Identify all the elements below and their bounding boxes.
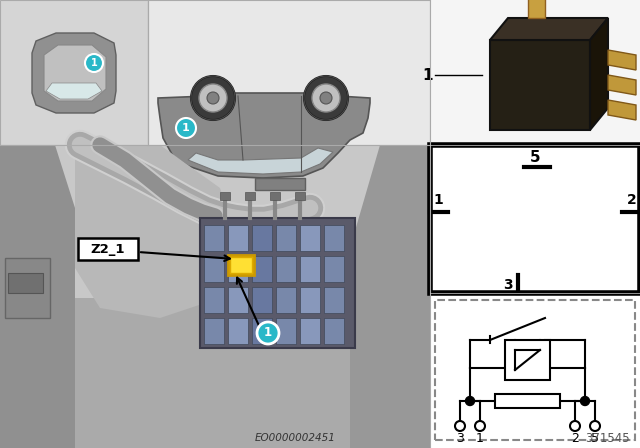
Text: 2: 2 <box>627 193 637 207</box>
Circle shape <box>320 92 332 104</box>
Circle shape <box>191 76 235 120</box>
Bar <box>148 0 430 145</box>
Text: 1: 1 <box>91 58 97 68</box>
Bar <box>324 287 344 313</box>
Bar <box>430 0 640 145</box>
Bar <box>228 287 248 313</box>
Bar <box>204 225 224 251</box>
Bar <box>490 40 590 130</box>
Bar <box>228 255 254 275</box>
Circle shape <box>85 54 103 72</box>
Text: 1: 1 <box>422 68 433 82</box>
Text: Z2_1: Z2_1 <box>91 242 125 255</box>
Bar <box>270 192 280 200</box>
Bar <box>228 256 248 282</box>
Circle shape <box>199 84 227 112</box>
Polygon shape <box>75 145 240 318</box>
Bar <box>204 256 224 282</box>
Bar <box>220 192 230 200</box>
Bar <box>300 318 320 344</box>
Bar <box>252 256 272 282</box>
Bar <box>276 318 296 344</box>
Bar <box>300 225 320 251</box>
Bar <box>0 0 148 145</box>
Bar <box>78 238 138 260</box>
Bar <box>230 257 252 273</box>
Circle shape <box>312 84 340 112</box>
Bar <box>295 192 305 200</box>
Polygon shape <box>608 50 636 70</box>
Bar <box>300 256 320 282</box>
Circle shape <box>590 421 600 431</box>
Text: 3: 3 <box>456 431 464 444</box>
Bar <box>0 145 430 298</box>
Polygon shape <box>158 93 370 178</box>
Bar <box>505 340 550 380</box>
Bar <box>324 318 344 344</box>
Bar <box>204 287 224 313</box>
Bar <box>276 256 296 282</box>
Text: EO0000002451: EO0000002451 <box>255 433 335 443</box>
Bar <box>252 225 272 251</box>
Text: 1: 1 <box>182 123 190 133</box>
Text: 5: 5 <box>591 431 599 444</box>
Bar <box>245 192 255 200</box>
Circle shape <box>465 396 474 405</box>
Bar <box>252 318 272 344</box>
Circle shape <box>455 421 465 431</box>
Circle shape <box>580 396 589 405</box>
Bar <box>276 225 296 251</box>
Bar <box>200 218 355 348</box>
Polygon shape <box>188 148 333 174</box>
Text: 1: 1 <box>476 431 484 444</box>
Circle shape <box>207 92 219 104</box>
Polygon shape <box>608 75 636 95</box>
Text: 3: 3 <box>504 278 513 292</box>
Bar <box>300 287 320 313</box>
Bar <box>204 318 224 344</box>
Bar <box>324 225 344 251</box>
Bar <box>5 258 50 318</box>
Polygon shape <box>590 18 608 130</box>
Bar <box>324 256 344 282</box>
Polygon shape <box>0 145 75 448</box>
Polygon shape <box>608 100 636 120</box>
Bar <box>228 318 248 344</box>
Circle shape <box>304 76 348 120</box>
Polygon shape <box>528 0 545 18</box>
Polygon shape <box>44 45 106 101</box>
Circle shape <box>475 421 485 431</box>
Bar <box>276 287 296 313</box>
Circle shape <box>176 118 196 138</box>
Text: 5: 5 <box>530 150 540 164</box>
Bar <box>495 394 560 408</box>
Bar <box>430 145 640 293</box>
Text: 1: 1 <box>433 193 443 207</box>
Polygon shape <box>490 18 608 40</box>
Polygon shape <box>32 33 116 113</box>
Circle shape <box>570 421 580 431</box>
Bar <box>255 178 305 190</box>
Bar <box>435 300 635 440</box>
Bar <box>228 225 248 251</box>
Text: 1: 1 <box>264 327 272 340</box>
Bar <box>8 273 43 293</box>
Circle shape <box>257 322 279 344</box>
Text: 2: 2 <box>571 431 579 444</box>
Polygon shape <box>46 83 102 99</box>
Bar <box>0 145 430 448</box>
Polygon shape <box>350 145 430 448</box>
Text: 371545: 371545 <box>586 431 630 444</box>
Bar <box>252 287 272 313</box>
